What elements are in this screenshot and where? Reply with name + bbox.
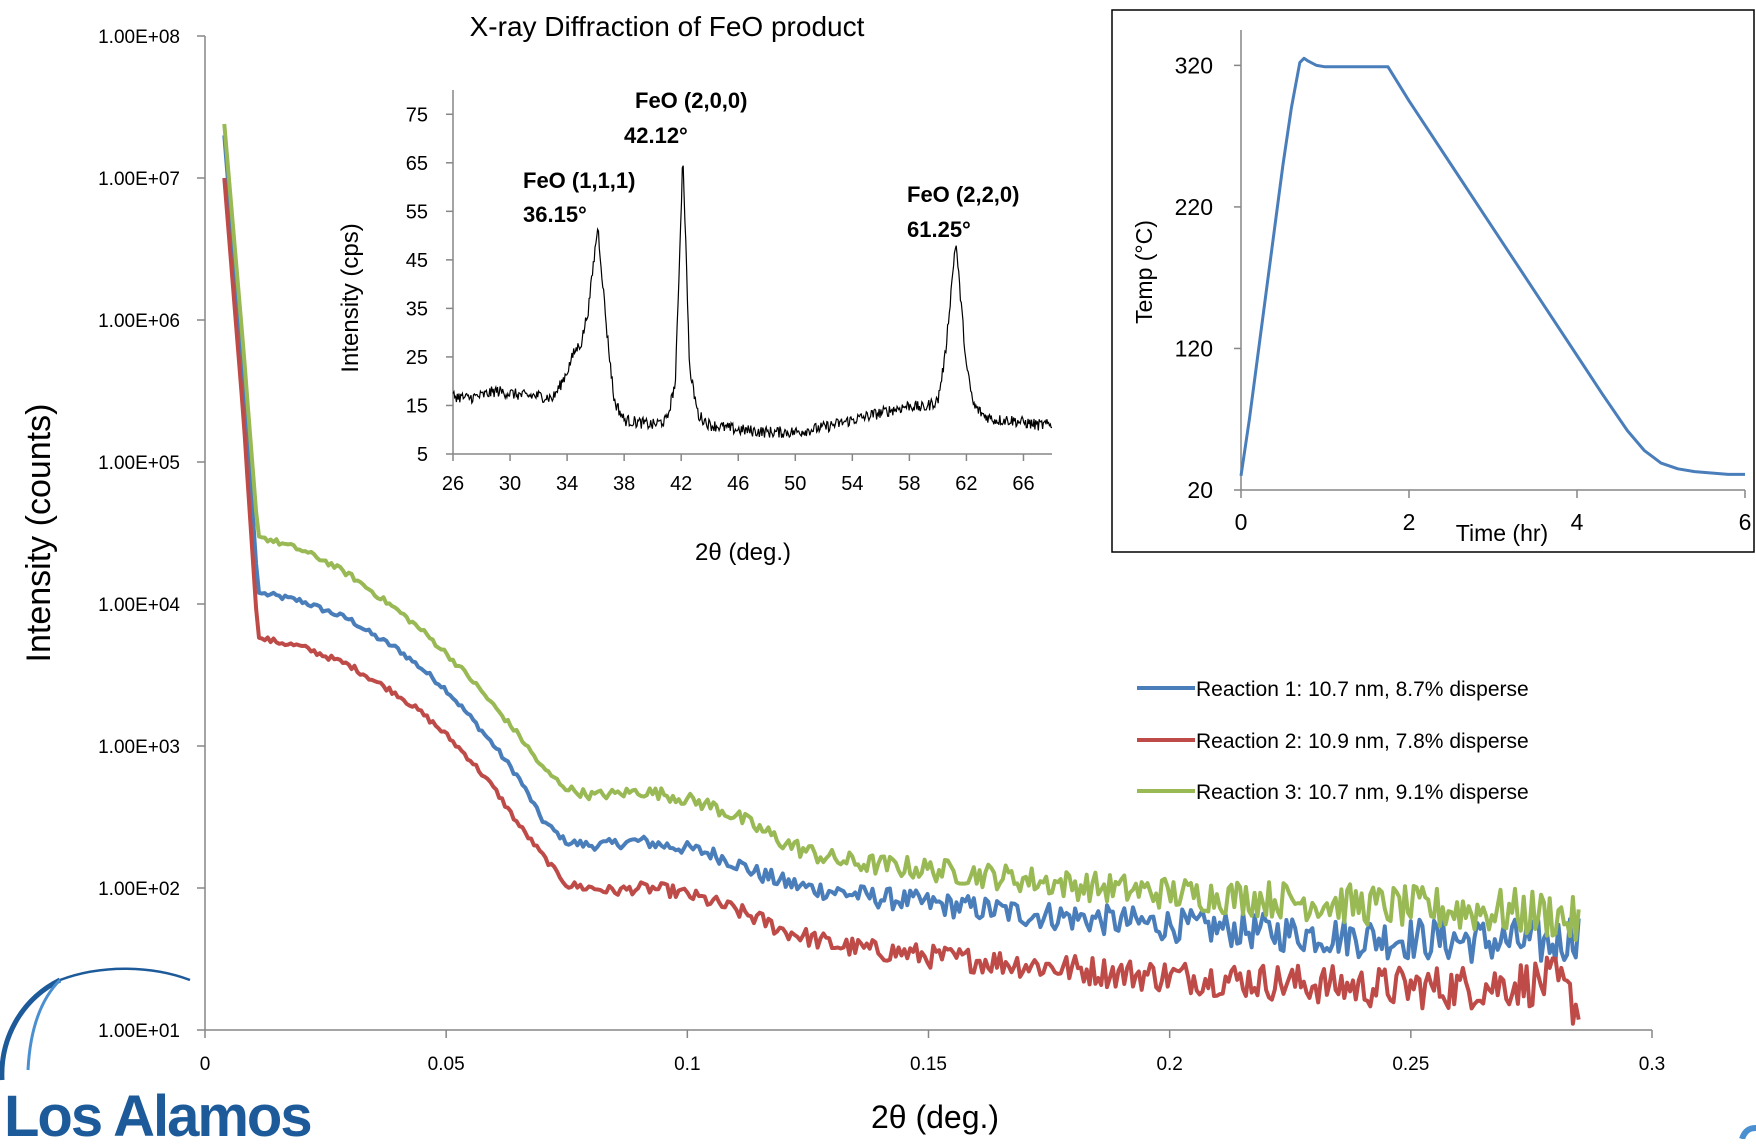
corner-logo-fragment (1739, 1125, 1756, 1141)
temp-inset-chart: 20 120 220 320 0 2 4 6 Time (hr) Temp (°C) (1111, 9, 1755, 553)
los-alamos-logo: Los Alamos (0, 967, 313, 1144)
main-y-tick-label: 1.00E+05 (98, 453, 180, 474)
xrd-y-axis-label: Intensity (cps) (337, 223, 364, 372)
main-y-tick-label: 1.00E+07 (98, 169, 180, 190)
xrd-inset-chart: X-ray Diffraction of FeO product 5 15 25 35… (337, 11, 1053, 566)
temp-y-ticks: 20 120 220 320 (1175, 52, 1241, 503)
main-y-tick-label: 1.00E+06 (98, 311, 180, 332)
xrd-y-tick-label: 15 (406, 395, 428, 417)
xrd-y-tick-label: 5 (417, 444, 428, 466)
xrd-x-tick-label: 26 (442, 473, 464, 495)
temp-x-ticks: 0 2 4 6 (1235, 490, 1752, 535)
main-x-tick-label: 0.05 (428, 1054, 465, 1075)
xrd-annotation-200-label: FeO (2,0,0) (635, 88, 747, 113)
temp-inset-frame (1111, 9, 1755, 553)
legend-label-reaction-3: Reaction 3: 10.7 nm, 9.1% disperse (1196, 781, 1529, 804)
temp-y-tick-label: 320 (1175, 52, 1213, 78)
xrd-x-tick-label: 38 (613, 473, 635, 495)
xrd-pattern-line (452, 165, 1053, 439)
main-chart: 1.00E+01 1.00E+02 1.00E+03 1.00E+04 1.00E+05… (20, 27, 1665, 1135)
logo-swoosh-inner (26, 978, 62, 1071)
temp-profile-line (1239, 56, 1745, 477)
logo-text: Los Alamos (4, 1084, 311, 1139)
xrd-y-tick-label: 65 (406, 153, 428, 175)
main-x-tick-label: 0 (200, 1054, 211, 1075)
xrd-annotation-220-value: 61.25° (907, 217, 971, 242)
temp-y-axis-label: Temp (°C) (1131, 220, 1157, 324)
xrd-annotation-220-label: FeO (2,2,0) (907, 182, 1019, 207)
main-series-reaction-2 (222, 177, 1581, 1026)
logo-swoosh-top (59, 967, 191, 982)
legend-label-reaction-1: Reaction 1: 10.7 nm, 8.7% disperse (1196, 678, 1529, 701)
xrd-x-tick-label: 50 (784, 473, 806, 495)
main-x-tick-label: 0.2 (1156, 1054, 1182, 1075)
xrd-y-tick-label: 45 (406, 250, 428, 272)
main-y-ticks: 1.00E+01 1.00E+02 1.00E+03 1.00E+04 1.00E+05… (98, 27, 205, 1042)
xrd-title: X-ray Diffraction of FeO product (470, 11, 865, 42)
main-y-tick-label: 1.00E+03 (98, 737, 180, 758)
main-y-tick-label: 1.00E+08 (98, 27, 180, 48)
xrd-x-tick-label: 30 (499, 473, 521, 495)
main-y-axis-label: Intensity (counts) (20, 404, 58, 663)
temp-y-tick-label: 20 (1187, 477, 1213, 503)
xrd-annotation-111-label: FeO (1,1,1) (523, 168, 635, 193)
xrd-x-axis-label: 2θ (deg.) (695, 539, 791, 566)
main-series-group (222, 123, 1581, 1026)
xrd-y-tick-label: 25 (406, 347, 428, 369)
xrd-series-group (452, 165, 1053, 439)
xrd-annotation-200-value: 42.12° (624, 123, 688, 148)
main-x-tick-label: 0.15 (910, 1054, 947, 1075)
temp-x-tick-label: 6 (1739, 509, 1752, 535)
main-series-reaction-3 (222, 123, 1581, 942)
temp-y-tick-label: 220 (1175, 194, 1213, 220)
main-x-tick-label: 0.25 (1392, 1054, 1429, 1075)
temp-x-axis-label: Time (hr) (1456, 520, 1548, 546)
main-x-axis-label: 2θ (deg.) (871, 1099, 999, 1135)
temp-x-tick-label: 2 (1403, 509, 1416, 535)
xrd-x-tick-label: 46 (727, 473, 749, 495)
temp-x-tick-label: 0 (1235, 509, 1248, 535)
xrd-x-tick-label: 58 (898, 473, 920, 495)
main-x-tick-label: 0.1 (674, 1054, 700, 1075)
xrd-y-tick-label: 75 (406, 104, 428, 126)
xrd-annotation-111-value: 36.15° (523, 202, 587, 227)
temp-series-group (1239, 56, 1745, 477)
xrd-x-tick-label: 42 (670, 473, 692, 495)
temp-x-tick-label: 4 (1571, 509, 1584, 535)
main-series-reaction-1 (222, 135, 1581, 964)
main-y-tick-label: 1.00E+01 (98, 1021, 180, 1042)
xrd-x-tick-label: 54 (841, 473, 863, 495)
xrd-x-tick-label: 34 (556, 473, 578, 495)
xrd-y-ticks: 5 15 25 35 45 55 65 75 (406, 104, 453, 466)
xrd-y-tick-label: 55 (406, 201, 428, 223)
main-x-ticks: 0 0.05 0.1 0.15 0.2 0.25 0.3 (200, 1030, 1665, 1075)
main-y-tick-label: 1.00E+04 (98, 595, 180, 616)
xrd-y-tick-label: 35 (406, 298, 428, 320)
xrd-x-tick-label: 62 (955, 473, 977, 495)
logo-swoosh-outer (0, 977, 62, 1081)
xrd-x-tick-label: 66 (1012, 473, 1034, 495)
xrd-x-ticks: 26 30 34 38 42 46 50 54 58 62 66 (442, 454, 1035, 495)
legend-label-reaction-2: Reaction 2: 10.9 nm, 7.8% disperse (1196, 730, 1529, 753)
temp-y-tick-label: 120 (1175, 335, 1213, 361)
main-x-tick-label: 0.3 (1639, 1054, 1665, 1075)
main-y-tick-label: 1.00E+02 (98, 879, 180, 900)
legend: Reaction 1: 10.7 nm, 8.7% disperse React… (1137, 678, 1529, 804)
